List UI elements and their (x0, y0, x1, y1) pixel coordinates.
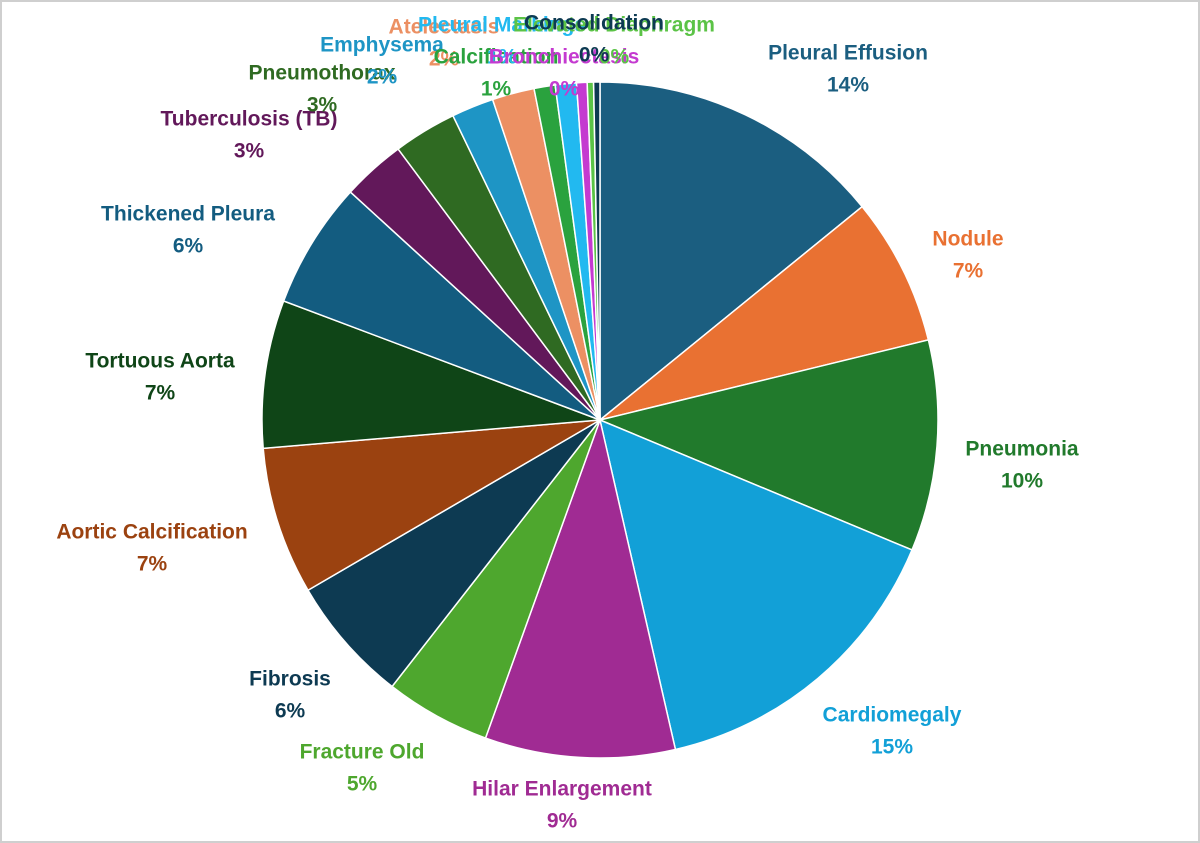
pie-slice-consolidation (592, 81, 601, 421)
slice-label-name: Pneumothorax (248, 62, 395, 85)
pie-slice-fibrosis (306, 419, 601, 688)
slice-label-percent: 10% (1001, 470, 1043, 493)
slice-label-name: Pleural Effusion (768, 42, 928, 65)
slice-label-name: Hilar Enlargement (472, 778, 652, 801)
pie-slice-cardiomegaly (598, 418, 913, 751)
slice-label-percent: 7% (137, 553, 168, 576)
pie-slice-hilar-enlargement (484, 417, 677, 759)
slice-label-percent: 5% (347, 773, 378, 796)
slice-label-percent: 0% (599, 46, 630, 69)
slice-label-percent: 0% (579, 44, 610, 67)
slice-label-percent: 15% (871, 736, 913, 759)
slice-label-percent: 7% (953, 260, 984, 283)
slice-label-percent: 0% (549, 78, 580, 101)
slice-label-percent: 6% (275, 700, 306, 723)
slice-label-percent: 6% (173, 235, 204, 258)
pie-slice-nodule (599, 205, 930, 421)
slice-label-name: Aortic Calcification (56, 521, 247, 544)
slice-label-name: Consolidation (524, 12, 664, 35)
slice-label-percent: 1% (487, 46, 518, 69)
slice-label-percent: 14% (827, 74, 869, 97)
slice-label-name: Tuberculosis (TB) (161, 108, 338, 131)
slice-label-name: Elevated Diaphragm (513, 14, 715, 37)
slice-label-percent: 7% (145, 382, 176, 405)
slice-label-name: Thickened Pleura (101, 203, 275, 226)
slice-label-name: Tortuous Aorta (85, 350, 235, 373)
slice-label-percent: 2% (429, 48, 460, 71)
slice-label-name: Fracture Old (300, 741, 425, 764)
slice-label-percent: 1% (481, 78, 512, 101)
slice-label-name: Emphysema (320, 34, 444, 57)
slice-label-percent: 2% (367, 66, 398, 89)
slice-label-name: Pneumonia (965, 438, 1079, 461)
slice-label-percent: 3% (234, 140, 265, 163)
slice-label-percent: 3% (307, 94, 338, 117)
slice-label-name: Atelectasis (389, 16, 500, 39)
slice-label-name: Bronchiectasis (489, 46, 640, 69)
slice-label-name: Cardiomegaly (823, 704, 962, 727)
slice-label-name: Pleural Markings (418, 14, 586, 37)
slice-label-name: Calcification (434, 46, 559, 69)
slice-label-name: Fibrosis (249, 668, 331, 691)
pie-slice-pleural-effusion (599, 81, 864, 422)
pie-slice-aortic-calcification (262, 419, 601, 592)
pie-slice-thickened-pleura (282, 190, 601, 421)
slice-label-percent: 9% (547, 810, 578, 833)
slice-label-name: Nodule (932, 228, 1003, 251)
pie-slice-pneumonia (597, 338, 939, 551)
pie-slice-tortuous-aorta (261, 300, 601, 450)
